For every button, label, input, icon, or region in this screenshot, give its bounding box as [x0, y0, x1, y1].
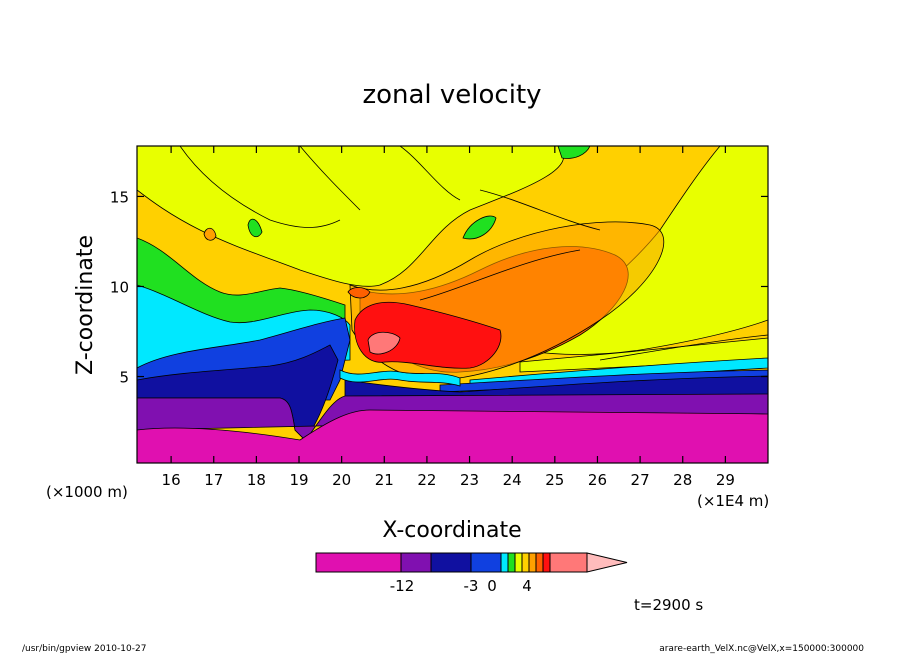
region-navy-right	[344, 375, 768, 401]
footer-left: /usr/bin/gpview 2010-10-27	[22, 644, 146, 654]
x-tick-label: 22	[417, 471, 436, 489]
colorbar-segment	[535, 552, 544, 573]
x-unit-left: (×1000 m)	[46, 483, 128, 501]
region-band-cyan	[339, 369, 461, 387]
contour-plot	[136, 145, 769, 464]
colorbar-segment	[470, 552, 502, 573]
contour-lines	[179, 146, 768, 361]
x-tick-label: 27	[631, 471, 650, 489]
x-tick-label: 18	[247, 471, 266, 489]
colorbar-segment	[400, 552, 432, 573]
y-axis-ticks: 5 10 15	[110, 188, 768, 387]
y-tick-label: 10	[110, 278, 129, 296]
colorbar-tick-label: 0	[487, 577, 497, 595]
plot-frame	[136, 145, 769, 464]
x-axis-label: X-coordinate	[382, 518, 521, 543]
colorbar-tick-label: 4	[522, 577, 532, 595]
x-tick-label: 17	[204, 471, 223, 489]
region-green-3	[247, 218, 263, 238]
region-red	[354, 301, 502, 369]
region-green-1	[462, 215, 497, 240]
colorbar-tick-label: -3	[464, 577, 479, 595]
x-unit-right: (×1E4 m)	[697, 492, 769, 510]
colorbar-segment	[315, 552, 402, 573]
colorbar-segment	[507, 552, 516, 573]
colorbar-segment	[521, 552, 530, 573]
footer-right: arare-earth_VelX.nc@VelX,x=150000:300000	[659, 644, 864, 654]
region-orange-patch	[347, 287, 371, 299]
time-label: t=2900 s	[634, 596, 703, 614]
colorbar-segment	[500, 552, 509, 573]
colorbar-segment	[430, 552, 472, 573]
x-tick-label: 19	[289, 471, 308, 489]
region-gold-blob	[203, 227, 217, 241]
x-tick-label: 25	[545, 471, 564, 489]
y-tick-label: 5	[119, 369, 129, 387]
colorbar-segment	[542, 552, 551, 573]
region-magenta	[137, 409, 768, 463]
x-tick-label: 24	[503, 471, 522, 489]
colorbar-arrow	[586, 552, 628, 573]
y-axis-label: Z-coordinate	[73, 235, 98, 375]
x-tick-label: 23	[460, 471, 479, 489]
x-tick-label: 16	[162, 471, 181, 489]
chart-title: zonal velocity	[362, 80, 541, 110]
region-pink	[367, 331, 401, 355]
colorbar-segment	[549, 552, 588, 573]
colorbar-segment	[514, 552, 523, 573]
colorbar-segment	[528, 552, 537, 573]
x-tick-label: 20	[332, 471, 351, 489]
x-tick-label: 29	[716, 471, 735, 489]
x-tick-label: 28	[673, 471, 692, 489]
x-axis-ticks: 16 17 18 19 20 21 22 23 24 25 26 27 28 29	[162, 146, 735, 489]
colorbar-tick-label: -12	[390, 577, 415, 595]
x-tick-label: 26	[588, 471, 607, 489]
x-tick-label: 21	[375, 471, 394, 489]
region-yellow	[137, 146, 565, 287]
colorbar-tick-labels: -12 -3 0 4	[390, 577, 532, 595]
y-tick-label: 15	[110, 188, 129, 206]
colorbar	[315, 552, 628, 573]
